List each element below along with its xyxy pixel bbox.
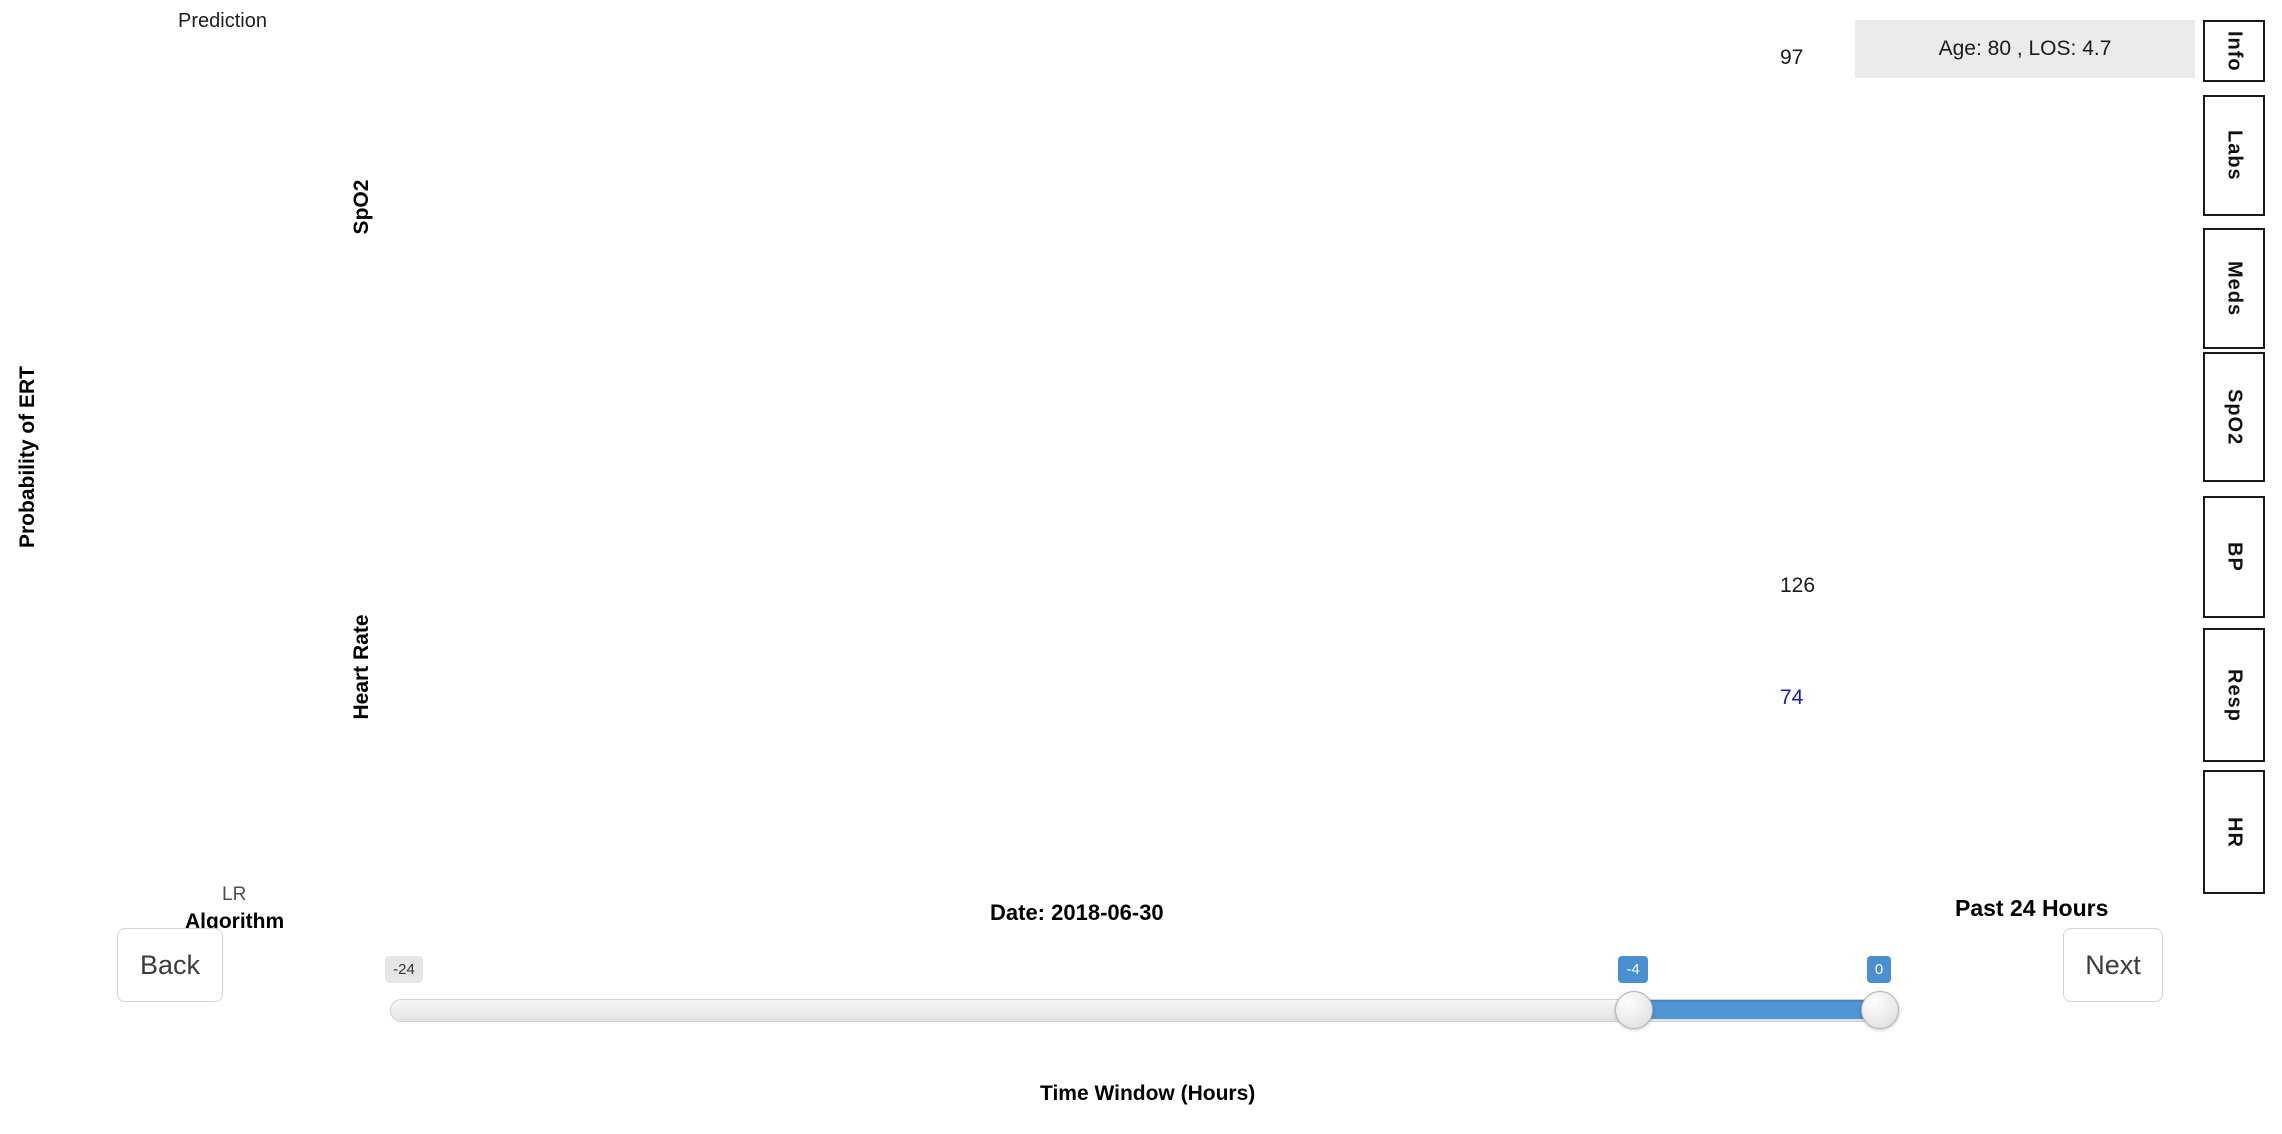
tab-info[interactable]: Info: [2203, 20, 2265, 82]
tab-labs[interactable]: Labs: [2203, 95, 2265, 216]
back-button[interactable]: Back: [117, 928, 223, 1002]
tab-resp[interactable]: Resp: [2203, 628, 2265, 762]
prediction-title: Prediction: [178, 10, 267, 32]
slider-from-tooltip: -4: [1618, 956, 1648, 983]
next-button[interactable]: Next: [2063, 928, 2163, 1002]
prediction-x-tick: LR: [222, 884, 247, 905]
slider-handle-to[interactable]: [1861, 991, 1899, 1029]
date-axis-title: Date: 2018-06-30: [990, 900, 1164, 925]
slider-selected-range[interactable]: [1633, 1000, 1879, 1019]
tab-meds[interactable]: Meds: [2203, 228, 2265, 349]
hr-last-value-label: 126: [1780, 574, 1816, 597]
slider-title: Time Window (Hours): [1040, 1082, 1256, 1105]
patient-info-text: Age: 80 , LOS: 4.7: [1938, 37, 2112, 60]
hr-y-axis-title: Heart Rate: [350, 614, 373, 720]
hr-ref-value-label: 74: [1780, 686, 1804, 709]
prediction-x-axis-title: Algorithm: [185, 910, 285, 933]
slider-to-tooltip: 0: [1867, 956, 1891, 983]
spo2-ref-value-label: 97: [1780, 46, 1804, 69]
info-panel: Age: 80 , LOS: 4.7: [1855, 20, 2195, 78]
slider-min-badge: -24: [385, 956, 423, 983]
past-24h-label: Past 24 Hours: [1955, 895, 2109, 921]
spo2-y-axis-title: SpO2: [350, 179, 373, 235]
tab-spo2[interactable]: SpO2: [2203, 352, 2265, 482]
tab-hr[interactable]: HR: [2203, 770, 2265, 894]
slider-handle-from[interactable]: [1615, 991, 1653, 1029]
prediction-y-axis-title: Probability of ERT: [16, 366, 39, 549]
tab-bp[interactable]: BP: [2203, 496, 2265, 618]
